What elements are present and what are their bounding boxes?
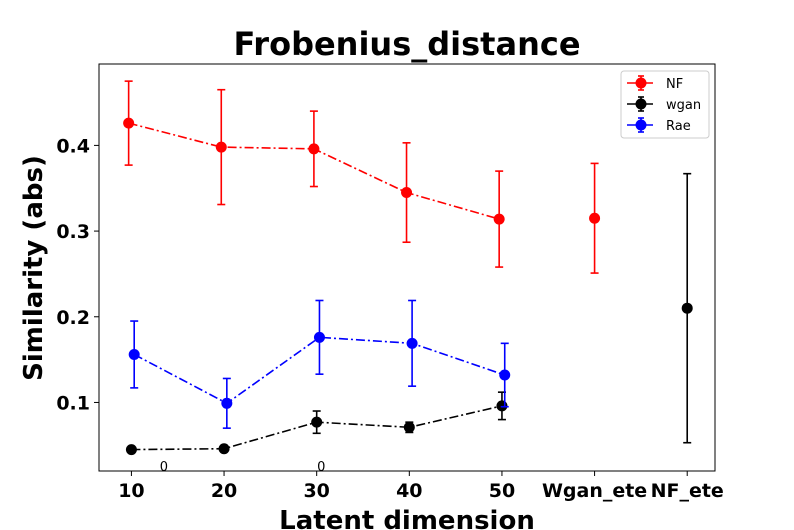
series-NF (123, 80, 601, 274)
x-tick-label: NF_ete (651, 480, 724, 502)
data-point (496, 400, 508, 412)
legend-marker (635, 77, 647, 89)
x-tick-label: 10 (118, 480, 144, 502)
series-wgan (125, 172, 693, 456)
x-tick-label: 40 (396, 480, 422, 502)
x-tick-label: Wgan_ete (542, 480, 647, 502)
chart-title: Frobenius_distance (233, 25, 580, 63)
data-point (221, 397, 233, 409)
x-tick-label: 20 (211, 480, 237, 502)
data-point (123, 117, 135, 129)
data-point (311, 416, 323, 428)
data-point (218, 443, 230, 455)
data-point (499, 369, 511, 381)
data-point (589, 212, 601, 224)
y-tick-label: 0.2 (56, 307, 90, 329)
y-axis-label: Similarity (abs) (19, 155, 49, 381)
axis-ticks: 10 20 30 40 50 Wgan_ete NF_ete 0.1 0.2 0.3 0.4 (56, 135, 724, 502)
y-tick-label: 0.3 (56, 221, 90, 243)
data-point (681, 302, 693, 314)
data-point (493, 213, 505, 225)
plot-frame (98, 63, 716, 472)
legend-marker (635, 119, 647, 131)
data-point (308, 143, 320, 155)
x-tick-label: 50 (489, 480, 515, 502)
annotation-label: 0 (160, 460, 168, 475)
data-point (215, 141, 227, 153)
legend-marker (635, 98, 647, 110)
series-Rae (128, 299, 511, 429)
y-tick-label: 0.4 (56, 135, 90, 157)
data-point (401, 187, 413, 199)
legend-label: NF (666, 77, 683, 92)
legend-label: Rae (666, 119, 691, 134)
annotation-label: 0 (317, 460, 325, 475)
y-tick-label: 0.1 (56, 392, 90, 414)
data-point (313, 331, 325, 343)
data-point (406, 337, 418, 349)
data-point (403, 421, 415, 433)
x-tick-label: 30 (303, 480, 329, 502)
data-point (125, 444, 137, 456)
data-point (128, 348, 140, 360)
series-line (133, 336, 505, 405)
x-axis-label: Latent dimension (279, 506, 535, 530)
legend-label: wgan (666, 98, 701, 113)
legend: NF wgan Rae (620, 70, 710, 139)
